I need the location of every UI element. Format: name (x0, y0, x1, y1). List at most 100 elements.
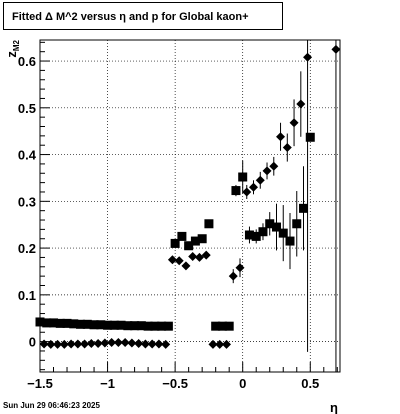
data-point-square (76, 319, 86, 329)
data-point-square (170, 238, 180, 248)
data-point-diamond (86, 338, 96, 348)
data-point-diamond (331, 44, 341, 54)
data-point-diamond (235, 263, 245, 273)
data-point-square (278, 228, 288, 238)
data-point-square (103, 320, 113, 330)
data-point-diamond (282, 143, 292, 153)
data-point-square (299, 203, 309, 213)
data-point-diamond (80, 339, 90, 349)
data-point-diamond (221, 339, 231, 349)
data-point-diamond (194, 252, 204, 262)
data-point-diamond (127, 338, 137, 348)
data-point-square (285, 236, 295, 246)
axes (39, 39, 341, 373)
y-tick-label: 0.5 (18, 101, 36, 116)
data-point-diamond (296, 99, 306, 109)
y-tick-label: 0.2 (18, 241, 36, 256)
data-point-square (69, 319, 79, 329)
data-point-square (163, 321, 173, 331)
data-point-diamond (107, 338, 117, 348)
data-point-square (231, 186, 241, 196)
data-point-square (190, 236, 200, 246)
data-point-square (143, 321, 153, 331)
data-point-square (116, 320, 126, 330)
data-point-diamond (174, 256, 184, 266)
y-tick-label: 0 (29, 335, 36, 350)
data-point-diamond (134, 338, 144, 348)
data-point-diamond (208, 339, 218, 349)
y-axis-label: zM2 (4, 39, 21, 57)
data-point-diamond (181, 261, 191, 271)
data-point-square (82, 319, 92, 329)
error-bars (232, 40, 337, 372)
y-tick-label: 0.3 (18, 194, 36, 209)
data-point-square (258, 227, 268, 237)
data-point-square (238, 172, 248, 182)
data-point-square (157, 321, 167, 331)
axis-labels: −1.5 −1 −0.5 0 0.5 0 0.1 0.2 0.3 0.4 0.5 0.6 η zM2 (4, 39, 338, 414)
data-point-diamond (161, 339, 171, 349)
data-point-diamond (46, 339, 56, 349)
data-point-square (292, 219, 302, 229)
data-point-square (136, 321, 146, 331)
data-point-diamond (39, 339, 49, 349)
data-point-square (55, 318, 65, 328)
data-point-square (123, 321, 133, 331)
data-point-diamond (113, 338, 123, 348)
data-point-diamond (201, 250, 211, 260)
data-point-diamond (53, 339, 63, 349)
data-point-square (150, 321, 160, 331)
data-point-square (109, 320, 119, 330)
data-point-square (217, 321, 227, 331)
data-point-diamond (262, 166, 272, 176)
data-point-square (49, 318, 59, 328)
data-point-diamond (289, 118, 299, 128)
data-point-diamond (249, 182, 259, 192)
data-point-square (251, 231, 261, 241)
data-point-diamond (215, 339, 225, 349)
y-tick-label: 0.1 (18, 288, 36, 303)
data-point-diamond (120, 338, 130, 348)
data-point-square (224, 321, 234, 331)
data-point-diamond (154, 339, 164, 349)
data-point-square (89, 320, 99, 330)
data-point-square (204, 219, 214, 229)
data-point-square (62, 318, 72, 328)
data-point-square (42, 318, 52, 328)
data-point-square (35, 317, 45, 327)
data-point-diamond (93, 338, 103, 348)
data-point-diamond (167, 255, 177, 265)
timestamp: Sun Jun 29 06:46:23 2025 (3, 401, 100, 410)
data-point-diamond (228, 271, 238, 281)
data-point-square (211, 321, 221, 331)
x-tick-label: −1.5 (27, 376, 53, 391)
data-point-diamond (303, 52, 313, 62)
plot-frame (39, 39, 341, 373)
chart-title: Fitted Δ M^2 versus η and p for Global k… (3, 2, 283, 30)
x-tick-label: −0.5 (162, 376, 188, 391)
data-point-diamond (147, 339, 157, 349)
data-point-square (244, 230, 254, 240)
data-point-diamond (269, 161, 279, 171)
data-point-diamond (276, 132, 286, 142)
data-point-diamond (66, 339, 76, 349)
data-point-diamond (140, 339, 150, 349)
data-point-diamond (188, 252, 198, 262)
data-markers (35, 44, 341, 349)
x-axis-label: η (330, 400, 338, 414)
data-point-square (305, 132, 315, 142)
y-tick-label: 0.6 (18, 54, 36, 69)
data-point-square (184, 241, 194, 251)
data-point-square (96, 320, 106, 330)
data-point-square (130, 321, 140, 331)
x-tick-label: 0.5 (301, 376, 319, 391)
data-point-square (177, 231, 187, 241)
data-point-square (265, 219, 275, 229)
x-tick-label: −1 (100, 376, 115, 391)
data-point-diamond (255, 175, 265, 185)
data-point-diamond (242, 187, 252, 197)
y-tick-label: 0.4 (18, 148, 37, 163)
data-point-square (197, 234, 207, 244)
data-point-diamond (59, 339, 69, 349)
